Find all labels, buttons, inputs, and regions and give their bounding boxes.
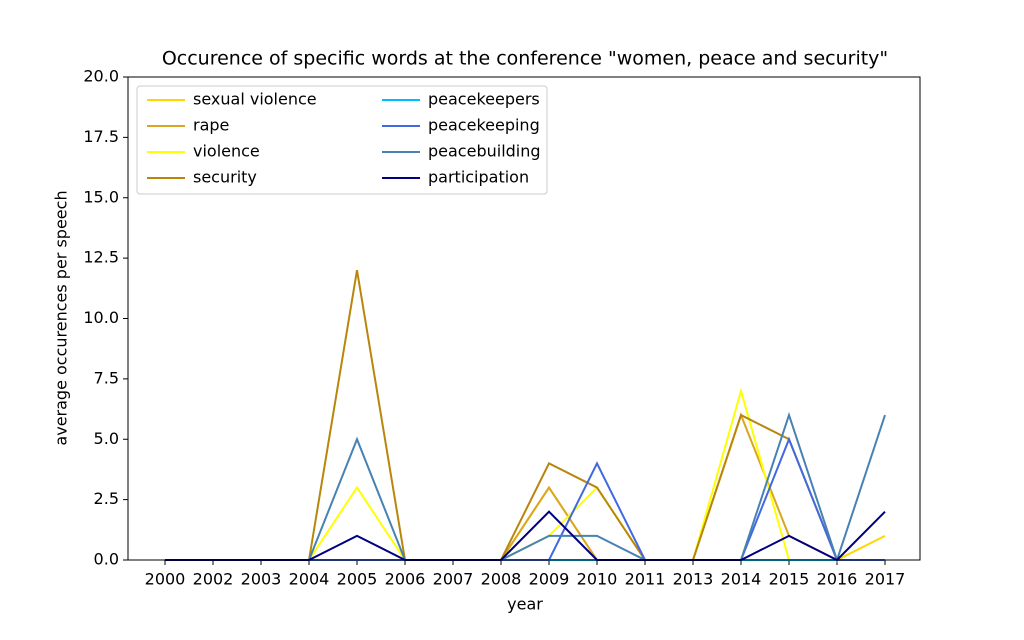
legend-label: participation	[428, 168, 529, 187]
x-tick-label: 2006	[385, 570, 426, 589]
x-tick-label: 2003	[241, 570, 282, 589]
x-axis-label: year	[507, 595, 543, 614]
legend-label: security	[193, 168, 257, 187]
legend-label: peacekeeping	[428, 116, 540, 135]
x-tick-label: 2017	[865, 570, 906, 589]
x-tick-label: 2016	[817, 570, 858, 589]
x-tick-label: 2010	[577, 570, 618, 589]
x-tick-label: 2005	[337, 570, 378, 589]
y-axis-label: average occurences per speech	[52, 190, 71, 445]
y-tick-label: 20.0	[83, 67, 119, 86]
y-tick-label: 10.0	[83, 308, 119, 327]
y-tick-label: 2.5	[94, 489, 119, 508]
x-tick-label: 2009	[529, 570, 570, 589]
legend-box	[136, 85, 548, 195]
y-tick-label: 17.5	[83, 127, 119, 146]
x-tick-label: 2013	[673, 570, 714, 589]
legend-label: violence	[193, 142, 260, 161]
legend-label: rape	[193, 116, 229, 135]
y-tick-label: 5.0	[94, 429, 119, 448]
legend-label: sexual violence	[193, 90, 317, 109]
y-tick-label: 12.5	[83, 248, 119, 267]
x-tick-label: 2014	[721, 570, 762, 589]
x-tick-label: 2004	[289, 570, 330, 589]
y-tick-label: 15.0	[83, 187, 119, 206]
x-tick-label: 2007	[433, 570, 474, 589]
x-tick-label: 2015	[769, 570, 810, 589]
legend-label: peacebuilding	[428, 142, 541, 161]
chart-title: Occurence of specific words at the confe…	[162, 48, 888, 70]
legend-label: peacekeepers	[428, 90, 540, 109]
x-tick-label: 2011	[625, 570, 666, 589]
plot-frame	[127, 76, 921, 561]
x-tick-label: 2000	[145, 570, 186, 589]
y-tick-label: 7.5	[94, 368, 119, 387]
y-tick-label: 0.0	[94, 550, 119, 569]
series-line	[165, 411, 886, 564]
x-tick-label: 2002	[193, 570, 234, 589]
x-tick-label: 2008	[481, 570, 522, 589]
series-line	[165, 412, 885, 561]
